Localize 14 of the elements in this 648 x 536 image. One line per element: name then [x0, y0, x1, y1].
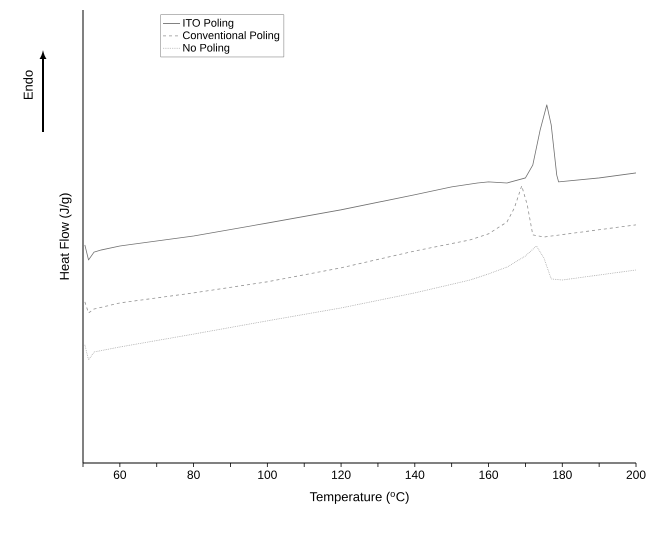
- x-tick-label: 80: [187, 470, 200, 479]
- x-axis-title: Temperature ($^{o}$C): [310, 492, 409, 504]
- text: Endo: [23, 70, 33, 100]
- x-tick-label: 60: [114, 470, 126, 479]
- x-tick-label: 120: [332, 470, 351, 479]
- x-tick-label: 140: [406, 470, 424, 479]
- x-tick-label: 100: [258, 470, 277, 479]
- legend-label: ITO Poling: [183, 18, 234, 29]
- x-tick-label: 180: [553, 470, 572, 479]
- y-axis-title: Heat Flow (J/g): [59, 193, 72, 280]
- legend-label: Conventional Poling: [182, 31, 280, 42]
- legend-label: No Poling: [183, 44, 230, 54]
- x-tick-label: 200: [626, 470, 646, 479]
- x-tick-label: 160: [479, 470, 498, 479]
